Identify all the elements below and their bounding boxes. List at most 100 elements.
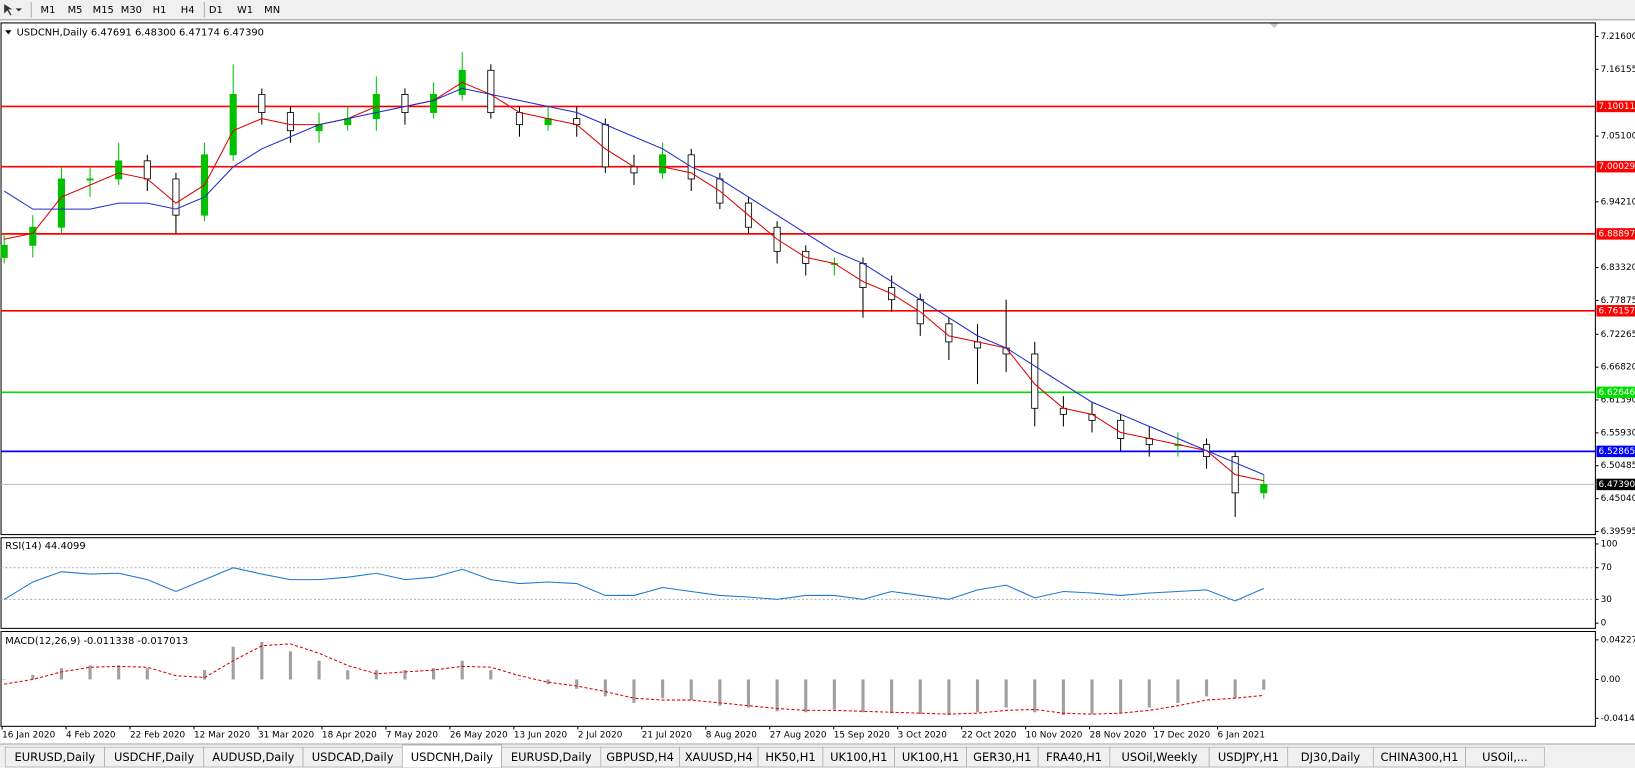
macd-bar (203, 670, 207, 680)
candle-body (515, 112, 524, 126)
x-tick-label: 21 Jul 2020 (642, 731, 693, 741)
macd-bar (432, 668, 436, 680)
macd-bar (260, 641, 264, 680)
level-label: 7.00029 (1599, 162, 1635, 172)
y-tick-label: 7.21600 (1601, 32, 1635, 42)
timeframe-button[interactable]: M15 (93, 5, 114, 16)
macd-bar (832, 679, 836, 710)
tab-label[interactable]: USDCHF,Daily (114, 750, 195, 764)
x-tick-label: 28 Nov 2020 (1090, 731, 1147, 741)
x-tick-label: 12 Mar 2020 (194, 731, 251, 741)
macd-bar (947, 679, 951, 716)
tab-label[interactable]: UK100,H1 (830, 750, 887, 764)
tab-label[interactable]: GER30,H1 (973, 750, 1031, 764)
timeframe-button[interactable]: MN (264, 5, 280, 16)
tab-label[interactable]: HK50,H1 (765, 750, 815, 764)
x-tick-label: 7 May 2020 (386, 731, 439, 741)
x-tick-label: 13 Jun 2020 (514, 731, 568, 741)
y-tick-label: 7.16155 (1601, 65, 1635, 75)
macd-bar (1090, 679, 1094, 715)
tab[interactable] (1465, 746, 1545, 768)
tab-label[interactable]: USOil,Weekly (1121, 750, 1197, 764)
macd-bar (1204, 679, 1209, 697)
timeframe-button[interactable]: W1 (237, 5, 253, 16)
tab-label[interactable]: USDJPY,H1 (1218, 750, 1279, 764)
last-price-box (1596, 478, 1635, 491)
tab-label[interactable]: XAUUSD,H4 (685, 750, 753, 764)
y-tick-label: 6.61390 (1601, 395, 1635, 405)
shift-marker[interactable] (1269, 22, 1280, 29)
macd-bar (890, 679, 894, 714)
macd-bar (317, 660, 321, 680)
timeframe-button[interactable]: M1 (41, 5, 56, 16)
tab-label[interactable]: USDCAD,Daily (312, 750, 394, 764)
level-label: 6.52865 (1599, 447, 1635, 457)
x-tick-label: 22 Oct 2020 (962, 731, 1017, 741)
candle-body (659, 154, 667, 174)
tab-label[interactable]: USOil,... (1482, 750, 1528, 764)
tab-label[interactable]: CHINA300,H1 (1381, 750, 1459, 764)
tab-label[interactable]: AUDUSD,Daily (212, 750, 294, 764)
macd-bar (746, 679, 751, 708)
y-tick-label: 7.05100 (1601, 132, 1635, 142)
tab-label[interactable]: UK100,H1 (902, 750, 959, 764)
y-tick-label: 6.50485 (1601, 461, 1635, 471)
x-tick-label: 2 Jul 2020 (578, 731, 623, 741)
timeframe-button[interactable]: D1 (209, 5, 223, 16)
x-tick-label: 26 May 2020 (450, 731, 508, 741)
candle-body (601, 124, 609, 168)
macd-bar (632, 679, 636, 703)
timeframe-button[interactable]: H4 (181, 5, 195, 16)
macd-bar (1061, 679, 1065, 716)
macd-bar (575, 679, 579, 689)
y-tick-label: 6.77875 (1601, 296, 1635, 306)
macd-bar (88, 665, 92, 680)
macd-bar (1033, 679, 1037, 713)
level-label-box (1596, 100, 1635, 113)
macd-bar (775, 679, 779, 712)
dropdown-icon[interactable] (15, 8, 22, 12)
macd-bar (2, 679, 6, 680)
timeframe-button[interactable]: M30 (121, 5, 142, 16)
macd-bar (1004, 679, 1008, 708)
candle-body (0, 244, 8, 258)
tab-label[interactable]: USDCNH,Daily (411, 750, 494, 764)
tab-label[interactable]: DJ30,Daily (1301, 750, 1361, 764)
macd-bar (403, 670, 407, 680)
x-tick-label: 15 Sep 2020 (834, 731, 891, 741)
panel-frame (0, 630, 1596, 727)
candle-body (57, 178, 65, 228)
x-tick-label: 4 Feb 2020 (66, 731, 116, 741)
candle-body (1031, 353, 1039, 409)
tab-label[interactable]: EURUSD,Daily (14, 750, 95, 764)
candle-body (401, 94, 409, 113)
timeframe-button[interactable]: M5 (68, 5, 83, 16)
toolbar (0, 0, 1635, 20)
macd-bar (346, 670, 350, 680)
y-tick-label: 6.83320 (1601, 263, 1635, 273)
macd-bar (145, 668, 149, 680)
signal-line (4, 643, 1264, 715)
panel-title: MACD(12,26,9) -0.011338 -0.017013 (5, 636, 188, 647)
macd-bar (546, 679, 550, 685)
x-tick-label: 18 Apr 2020 (322, 731, 377, 741)
timeframe-button[interactable]: H1 (153, 5, 167, 16)
cursor-icon[interactable] (4, 4, 13, 16)
level-label-box (1596, 305, 1635, 317)
y-tick-label: 70 (1601, 563, 1613, 573)
tab-label[interactable]: EURUSD,Daily (511, 750, 592, 764)
y-tick-label: 0.042275 (1601, 635, 1635, 645)
level-label-box (1596, 445, 1635, 458)
y-tick-label: 6.72265 (1601, 330, 1635, 340)
collapse-icon[interactable] (5, 30, 12, 35)
x-tick-label: 6 Jan 2021 (1218, 731, 1265, 741)
macd-bar (231, 646, 235, 680)
macd-bar (661, 679, 665, 699)
tab-label[interactable]: FRA40,H1 (1046, 750, 1102, 764)
x-tick-label: 27 Aug 2020 (770, 731, 827, 741)
y-tick-label: 30 (1601, 595, 1613, 605)
macd-bar (1176, 679, 1180, 703)
tab-label[interactable]: GBPUSD,H4 (606, 750, 674, 764)
macd-bar (59, 668, 63, 680)
